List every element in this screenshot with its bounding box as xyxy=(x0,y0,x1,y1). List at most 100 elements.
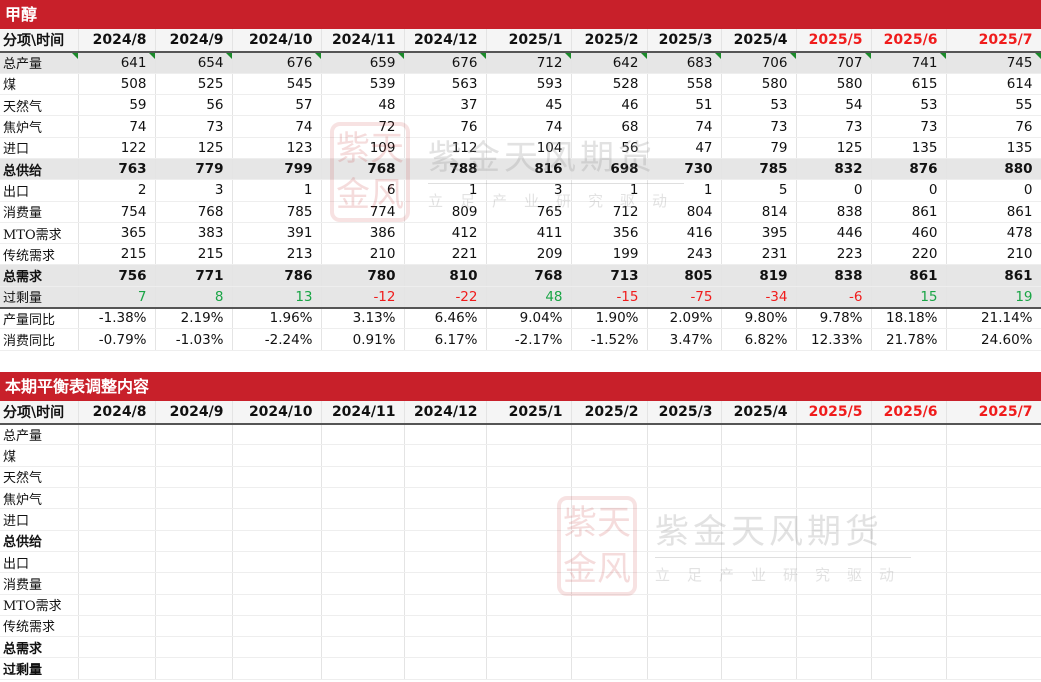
table-cell[interactable]: 6.17% xyxy=(404,328,487,351)
table-cell[interactable] xyxy=(647,444,722,467)
table-cell[interactable]: 13 xyxy=(232,286,322,309)
table-cell[interactable]: 3.47% xyxy=(647,328,722,351)
table-cell[interactable]: 125 xyxy=(796,137,872,159)
table-cell[interactable] xyxy=(321,572,405,595)
table-cell[interactable]: 478 xyxy=(946,222,1041,245)
table-cell[interactable] xyxy=(796,466,872,489)
table-cell[interactable] xyxy=(571,615,648,638)
table-cell[interactable] xyxy=(721,657,797,680)
table-cell[interactable]: 386 xyxy=(321,222,405,245)
table-cell[interactable]: 707 xyxy=(796,52,872,74)
table-cell[interactable] xyxy=(78,572,156,595)
table-cell[interactable] xyxy=(486,594,572,616)
table-cell[interactable]: 8 xyxy=(155,286,233,309)
table-cell[interactable]: 112 xyxy=(404,137,487,159)
table-cell[interactable]: 745 xyxy=(946,52,1041,74)
table-cell[interactable]: 209 xyxy=(486,243,572,266)
table-cell[interactable] xyxy=(404,615,487,638)
table-cell[interactable]: 460 xyxy=(871,222,947,245)
table-cell[interactable] xyxy=(404,551,487,574)
table-cell[interactable] xyxy=(404,594,487,616)
table-cell[interactable] xyxy=(321,530,405,552)
table-cell[interactable]: 223 xyxy=(796,243,872,266)
table-cell[interactable] xyxy=(321,615,405,638)
table-cell[interactable]: 580 xyxy=(721,73,797,96)
table-cell[interactable] xyxy=(871,444,947,467)
table-cell[interactable]: 74 xyxy=(647,115,722,138)
table-cell[interactable] xyxy=(486,423,572,446)
table-cell[interactable] xyxy=(404,508,487,531)
table-cell[interactable] xyxy=(78,657,156,680)
table-cell[interactable]: 768 xyxy=(155,201,233,223)
table-cell[interactable] xyxy=(647,636,722,659)
table-cell[interactable] xyxy=(155,444,233,467)
table-cell[interactable] xyxy=(946,530,1041,552)
table-cell[interactable]: 6.82% xyxy=(721,328,797,351)
table-cell[interactable]: 706 xyxy=(721,52,797,74)
table-cell[interactable]: 765 xyxy=(486,201,572,223)
table-cell[interactable] xyxy=(232,487,322,510)
table-cell[interactable] xyxy=(571,423,648,446)
table-cell[interactable]: -6 xyxy=(796,286,872,309)
table-cell[interactable]: 615 xyxy=(871,73,947,96)
table-cell[interactable]: 676 xyxy=(404,52,487,74)
table-cell[interactable]: 395 xyxy=(721,222,797,245)
table-cell[interactable] xyxy=(796,615,872,638)
table-cell[interactable]: -0.79% xyxy=(78,328,156,351)
table-cell[interactable]: -1.03% xyxy=(155,328,233,351)
table-cell[interactable]: 799 xyxy=(232,158,322,181)
table-cell[interactable]: 816 xyxy=(486,158,572,181)
table-cell[interactable] xyxy=(155,508,233,531)
table-cell[interactable]: 79 xyxy=(721,137,797,159)
table-cell[interactable] xyxy=(946,615,1041,638)
table-cell[interactable]: 24.60% xyxy=(946,328,1041,351)
table-cell[interactable]: 5 xyxy=(721,179,797,202)
table-cell[interactable]: 0 xyxy=(796,179,872,202)
table-cell[interactable]: 0.91% xyxy=(321,328,405,351)
table-cell[interactable]: 563 xyxy=(404,73,487,96)
table-cell[interactable]: 712 xyxy=(486,52,572,74)
table-cell[interactable] xyxy=(155,572,233,595)
table-cell[interactable]: 580 xyxy=(796,73,872,96)
table-cell[interactable]: 76 xyxy=(404,115,487,138)
table-cell[interactable]: 73 xyxy=(155,115,233,138)
table-cell[interactable]: 72 xyxy=(321,115,405,138)
table-cell[interactable] xyxy=(155,636,233,659)
table-cell[interactable]: 125 xyxy=(155,137,233,159)
table-cell[interactable] xyxy=(571,657,648,680)
table-cell[interactable]: -12 xyxy=(321,286,405,309)
table-cell[interactable]: 383 xyxy=(155,222,233,245)
table-cell[interactable]: 814 xyxy=(721,201,797,223)
table-cell[interactable]: 365 xyxy=(78,222,156,245)
table-cell[interactable] xyxy=(946,551,1041,574)
table-cell[interactable] xyxy=(486,508,572,531)
table-cell[interactable]: 3 xyxy=(155,179,233,202)
table-cell[interactable] xyxy=(721,508,797,531)
table-cell[interactable]: 56 xyxy=(571,137,648,159)
table-cell[interactable]: 215 xyxy=(78,243,156,266)
table-cell[interactable] xyxy=(796,572,872,595)
table-cell[interactable] xyxy=(796,423,872,446)
table-cell[interactable] xyxy=(571,444,648,467)
table-cell[interactable]: 2 xyxy=(78,179,156,202)
table-cell[interactable]: 593 xyxy=(486,73,572,96)
table-cell[interactable]: 786 xyxy=(232,264,322,287)
table-cell[interactable]: 779 xyxy=(155,158,233,181)
table-cell[interactable] xyxy=(647,466,722,489)
table-cell[interactable]: 55 xyxy=(946,94,1041,117)
table-cell[interactable]: 51 xyxy=(647,94,722,117)
table-cell[interactable] xyxy=(796,444,872,467)
table-cell[interactable]: -34 xyxy=(721,286,797,309)
table-cell[interactable]: 446 xyxy=(796,222,872,245)
table-cell[interactable]: 19 xyxy=(946,286,1041,309)
table-cell[interactable]: 771 xyxy=(155,264,233,287)
table-cell[interactable] xyxy=(232,530,322,552)
table-cell[interactable]: 641 xyxy=(78,52,156,74)
table-cell[interactable] xyxy=(647,657,722,680)
table-cell[interactable] xyxy=(78,594,156,616)
table-cell[interactable] xyxy=(321,466,405,489)
table-cell[interactable]: 698 xyxy=(571,158,648,181)
table-cell[interactable]: 210 xyxy=(321,243,405,266)
table-cell[interactable]: -15 xyxy=(571,286,648,309)
table-cell[interactable]: 411 xyxy=(486,222,572,245)
